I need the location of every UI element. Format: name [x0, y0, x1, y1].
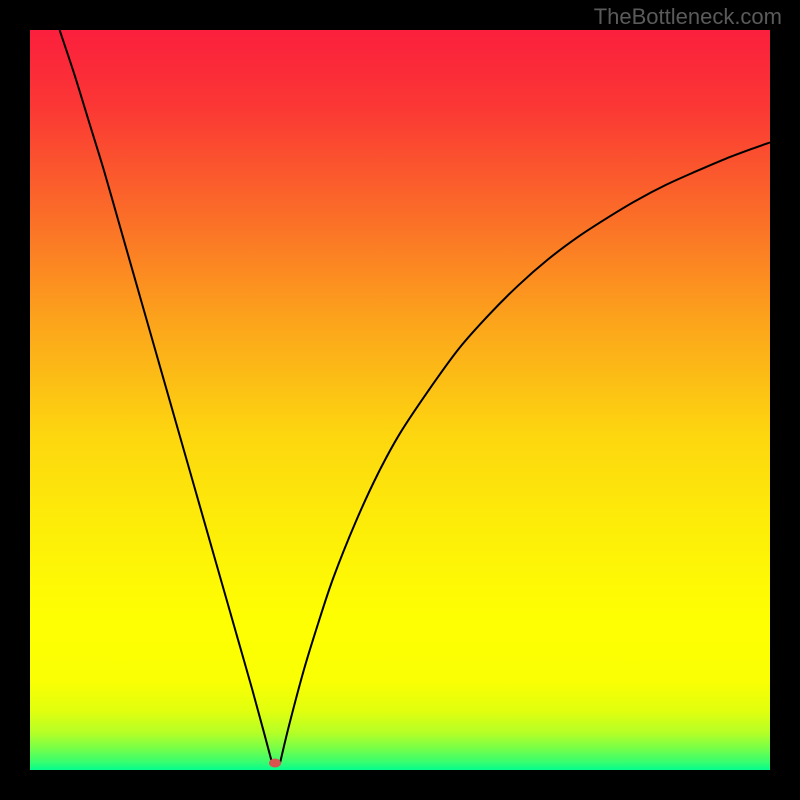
chart-plot-area [30, 30, 770, 770]
curve-right-branch [280, 142, 770, 762]
chart-marker-dot [269, 758, 281, 767]
watermark-text: TheBottleneck.com [594, 4, 782, 30]
chart-curve-layer [30, 30, 770, 770]
curve-left-branch [60, 30, 272, 763]
